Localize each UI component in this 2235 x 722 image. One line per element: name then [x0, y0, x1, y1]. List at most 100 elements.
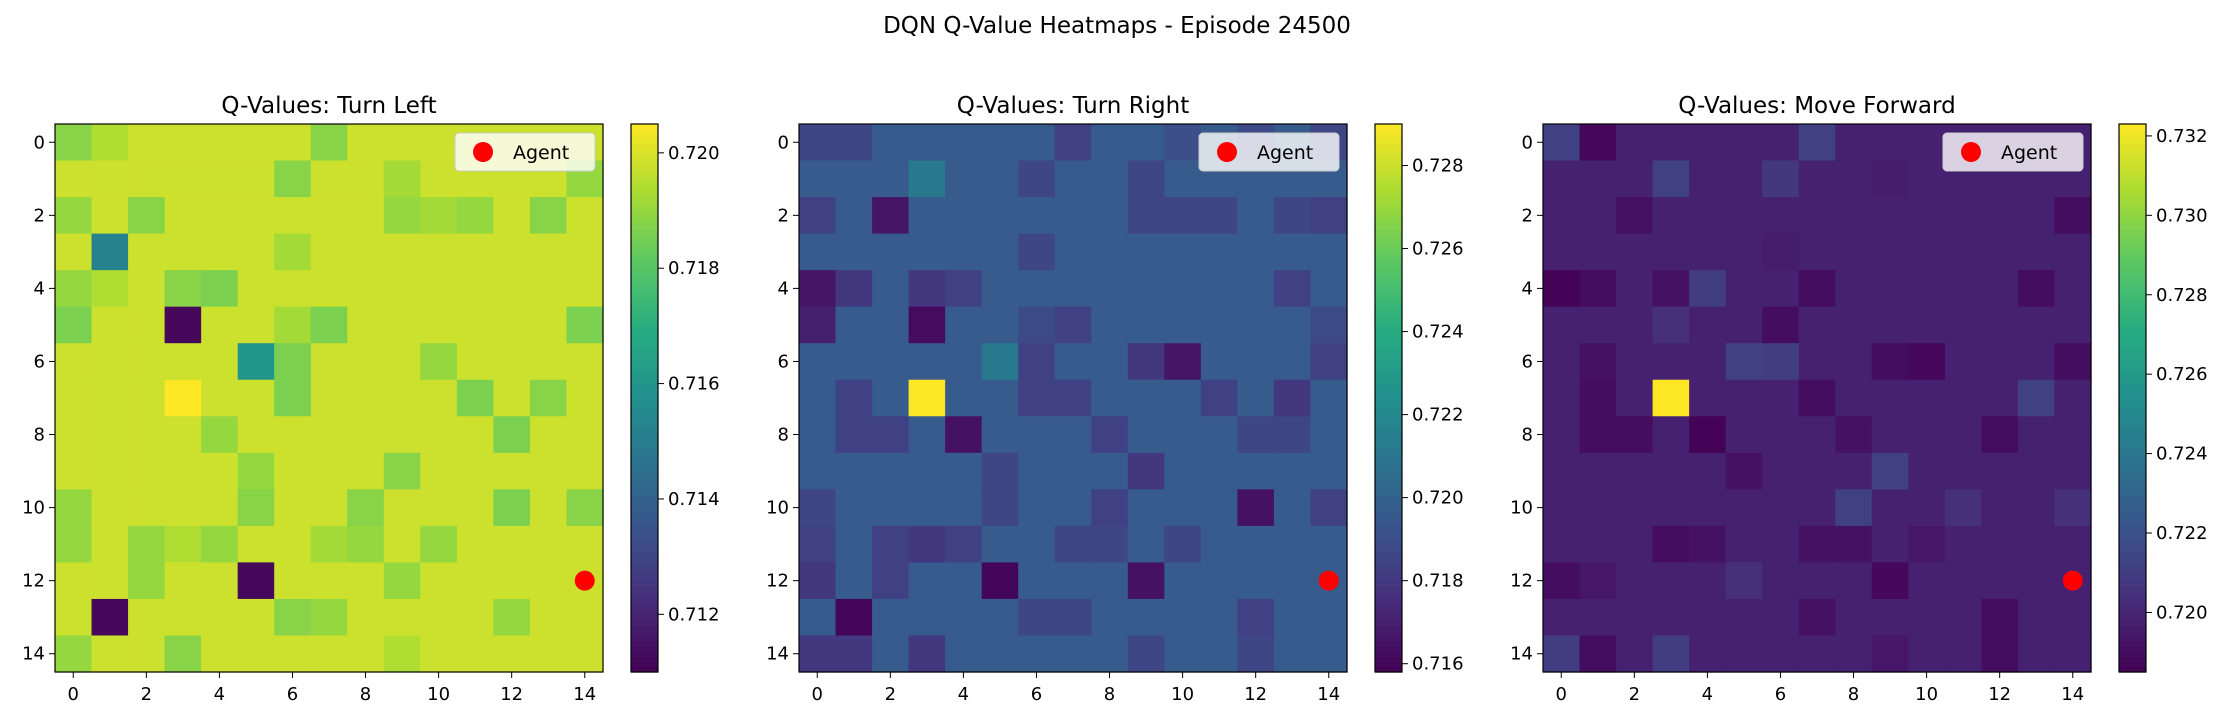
x-tick-label: 10	[1915, 684, 1938, 705]
heatmap-cell	[835, 452, 873, 490]
y-tick-label: 8	[778, 425, 789, 446]
plot-frame	[1542, 123, 2092, 673]
colorbar-segment	[2119, 313, 2146, 319]
colorbar-segment	[631, 313, 658, 319]
heatmap-cell	[2054, 306, 2092, 344]
heatmap-panel-2: Q-Values: Move Forward 0 2 4 6 8 10 12 14 0 2 4 6 8 10…	[1510, 93, 2207, 705]
heatmap-cell	[201, 562, 239, 600]
heatmap-cell	[1543, 452, 1581, 490]
colorbar-segment	[1375, 358, 1402, 364]
heatmap-cell	[1200, 525, 1238, 563]
colorbar-segment	[2119, 422, 2146, 429]
heatmap-cell	[383, 160, 421, 198]
y-tick-label: 10	[22, 498, 45, 519]
heatmap-cell	[1652, 270, 1690, 308]
heatmap-cell	[237, 379, 275, 417]
colorbar-segment	[631, 622, 658, 628]
heatmap-cell	[2017, 489, 2056, 527]
heatmap-cell	[566, 452, 604, 490]
heatmap-cell	[1798, 598, 1836, 637]
heatmap-cell	[835, 525, 873, 563]
y-tick-label: 0	[778, 132, 789, 153]
heatmap-cell	[1871, 124, 1909, 162]
colorbar-segment	[631, 318, 658, 324]
x-tick-label: 6	[1031, 684, 1042, 705]
heatmap-cell	[347, 197, 385, 235]
heatmap-cell	[383, 452, 421, 490]
colorbar-segment	[2119, 143, 2146, 150]
colorbar-segment	[1375, 173, 1402, 180]
heatmap-cell	[908, 598, 946, 637]
colorbar-segment	[2119, 183, 2146, 190]
colorbar-segment	[631, 537, 658, 544]
heatmap-cell	[1579, 343, 1617, 381]
colorbar-segment	[1375, 587, 1402, 593]
heatmap-cell	[1652, 343, 1690, 381]
heatmap-cell	[1616, 452, 1654, 490]
colorbar-segment	[1375, 158, 1402, 165]
heatmap-cell	[1725, 124, 1763, 162]
colorbar-segment	[631, 358, 658, 364]
colorbar-segment	[631, 432, 658, 439]
heatmap-cell	[201, 124, 239, 162]
colorbar-segment	[631, 268, 658, 275]
heatmap-cell	[310, 270, 348, 308]
heatmap-cell	[128, 343, 166, 381]
heatmap-cell	[1054, 489, 1092, 527]
colorbar-segment	[2119, 622, 2146, 628]
colorbar-segment	[1375, 642, 1402, 648]
heatmap-cell	[1835, 306, 1873, 344]
heatmap-cell	[945, 598, 983, 637]
colorbar-segment	[1375, 502, 1402, 509]
colorbar-segment	[2119, 577, 2146, 583]
heatmap-cell	[1944, 343, 1982, 381]
heatmap-cell	[2017, 343, 2056, 381]
colorbar-segment	[2119, 213, 2146, 220]
heatmap-cell	[1944, 489, 1982, 527]
colorbar-segment	[2119, 562, 2146, 568]
heatmap-cell	[1018, 489, 1056, 527]
colorbar-segment	[631, 652, 658, 658]
heatmap-cell	[945, 306, 983, 344]
heatmap-cell	[493, 270, 531, 308]
heatmap-cell	[164, 452, 202, 490]
heatmap-cell	[1579, 416, 1617, 454]
colorbar-segment	[631, 612, 658, 618]
heatmap-cell	[1689, 343, 1727, 381]
colorbar-segment	[1375, 657, 1402, 663]
heatmap-cell	[566, 306, 604, 344]
heatmap-cell	[872, 416, 910, 454]
heatmap-cell	[274, 233, 312, 271]
x-tick-label: 2	[885, 684, 896, 705]
heatmap-cell	[1054, 270, 1092, 308]
heatmap-cell	[1981, 598, 2019, 637]
heatmap-cell	[456, 379, 494, 417]
heatmap-cell	[2017, 197, 2056, 235]
heatmap-cell	[1018, 160, 1056, 198]
heatmap-cell	[1725, 306, 1763, 344]
heatmap-cell	[420, 160, 458, 198]
colorbar-segment	[1375, 427, 1402, 434]
heatmap-cell	[1689, 160, 1727, 198]
heatmap-cell	[420, 562, 458, 600]
colorbar-tick-label: 0.716	[1412, 654, 1464, 675]
heatmap-cell	[1798, 306, 1836, 344]
colorbar: 0.712 0.714 0.716 0.718 0.720	[630, 123, 720, 673]
heatmap-cell	[201, 525, 239, 563]
heatmap-cell	[456, 489, 494, 527]
colorbar-segment	[631, 572, 658, 578]
heatmap-cell	[1835, 124, 1873, 162]
colorbar-segment	[2119, 407, 2146, 414]
heatmap-cell	[799, 379, 837, 417]
colorbar-segment	[631, 467, 658, 474]
heatmap-cell	[1725, 343, 1763, 381]
colorbar-segment	[2119, 163, 2146, 170]
heatmap-cell	[981, 233, 1019, 271]
heatmap-cell	[201, 379, 239, 417]
colorbar-tick-label: 0.718	[668, 258, 720, 279]
colorbar-segment	[631, 248, 658, 255]
colorbar-segment	[2119, 124, 2146, 130]
heatmap-cell	[347, 343, 385, 381]
heatmap-cell	[1762, 598, 1800, 637]
heatmap-cell	[1091, 270, 1129, 308]
